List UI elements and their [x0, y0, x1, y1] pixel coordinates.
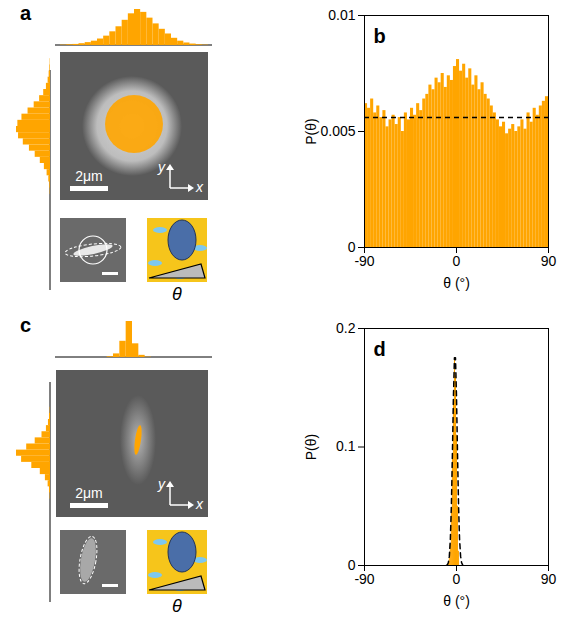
- svg-text:y: y: [157, 476, 166, 492]
- svg-text:c: c: [20, 314, 31, 336]
- svg-text:0: 0: [453, 253, 461, 269]
- svg-text:0.005: 0.005: [320, 123, 355, 139]
- svg-text:-90: -90: [354, 571, 374, 587]
- svg-text:y: y: [157, 159, 166, 175]
- svg-text:θ: θ: [172, 284, 182, 304]
- svg-text:P(θ): P(θ): [303, 434, 319, 460]
- svg-text:0: 0: [347, 239, 356, 255]
- svg-text:0: 0: [453, 571, 461, 587]
- svg-text:90: 90: [541, 253, 557, 269]
- svg-text:x: x: [195, 496, 204, 512]
- svg-text:0.2: 0.2: [336, 320, 356, 336]
- svg-text:0.01: 0.01: [328, 7, 355, 23]
- svg-text:0: 0: [347, 557, 356, 573]
- svg-text:2μm: 2μm: [75, 168, 103, 184]
- svg-text:θ: θ: [172, 596, 182, 616]
- svg-text:b: b: [374, 25, 386, 47]
- svg-text:d: d: [374, 338, 386, 360]
- svg-text:a: a: [20, 2, 32, 24]
- svg-text:θ (°): θ (°): [443, 593, 470, 609]
- svg-text:x: x: [195, 179, 204, 195]
- svg-text:0.1: 0.1: [336, 438, 356, 454]
- svg-text:θ (°): θ (°): [443, 275, 470, 291]
- svg-text:P(θ): P(θ): [303, 118, 319, 144]
- svg-text:-90: -90: [354, 253, 374, 269]
- svg-text:90: 90: [541, 571, 557, 587]
- svg-text:2μm: 2μm: [75, 485, 103, 501]
